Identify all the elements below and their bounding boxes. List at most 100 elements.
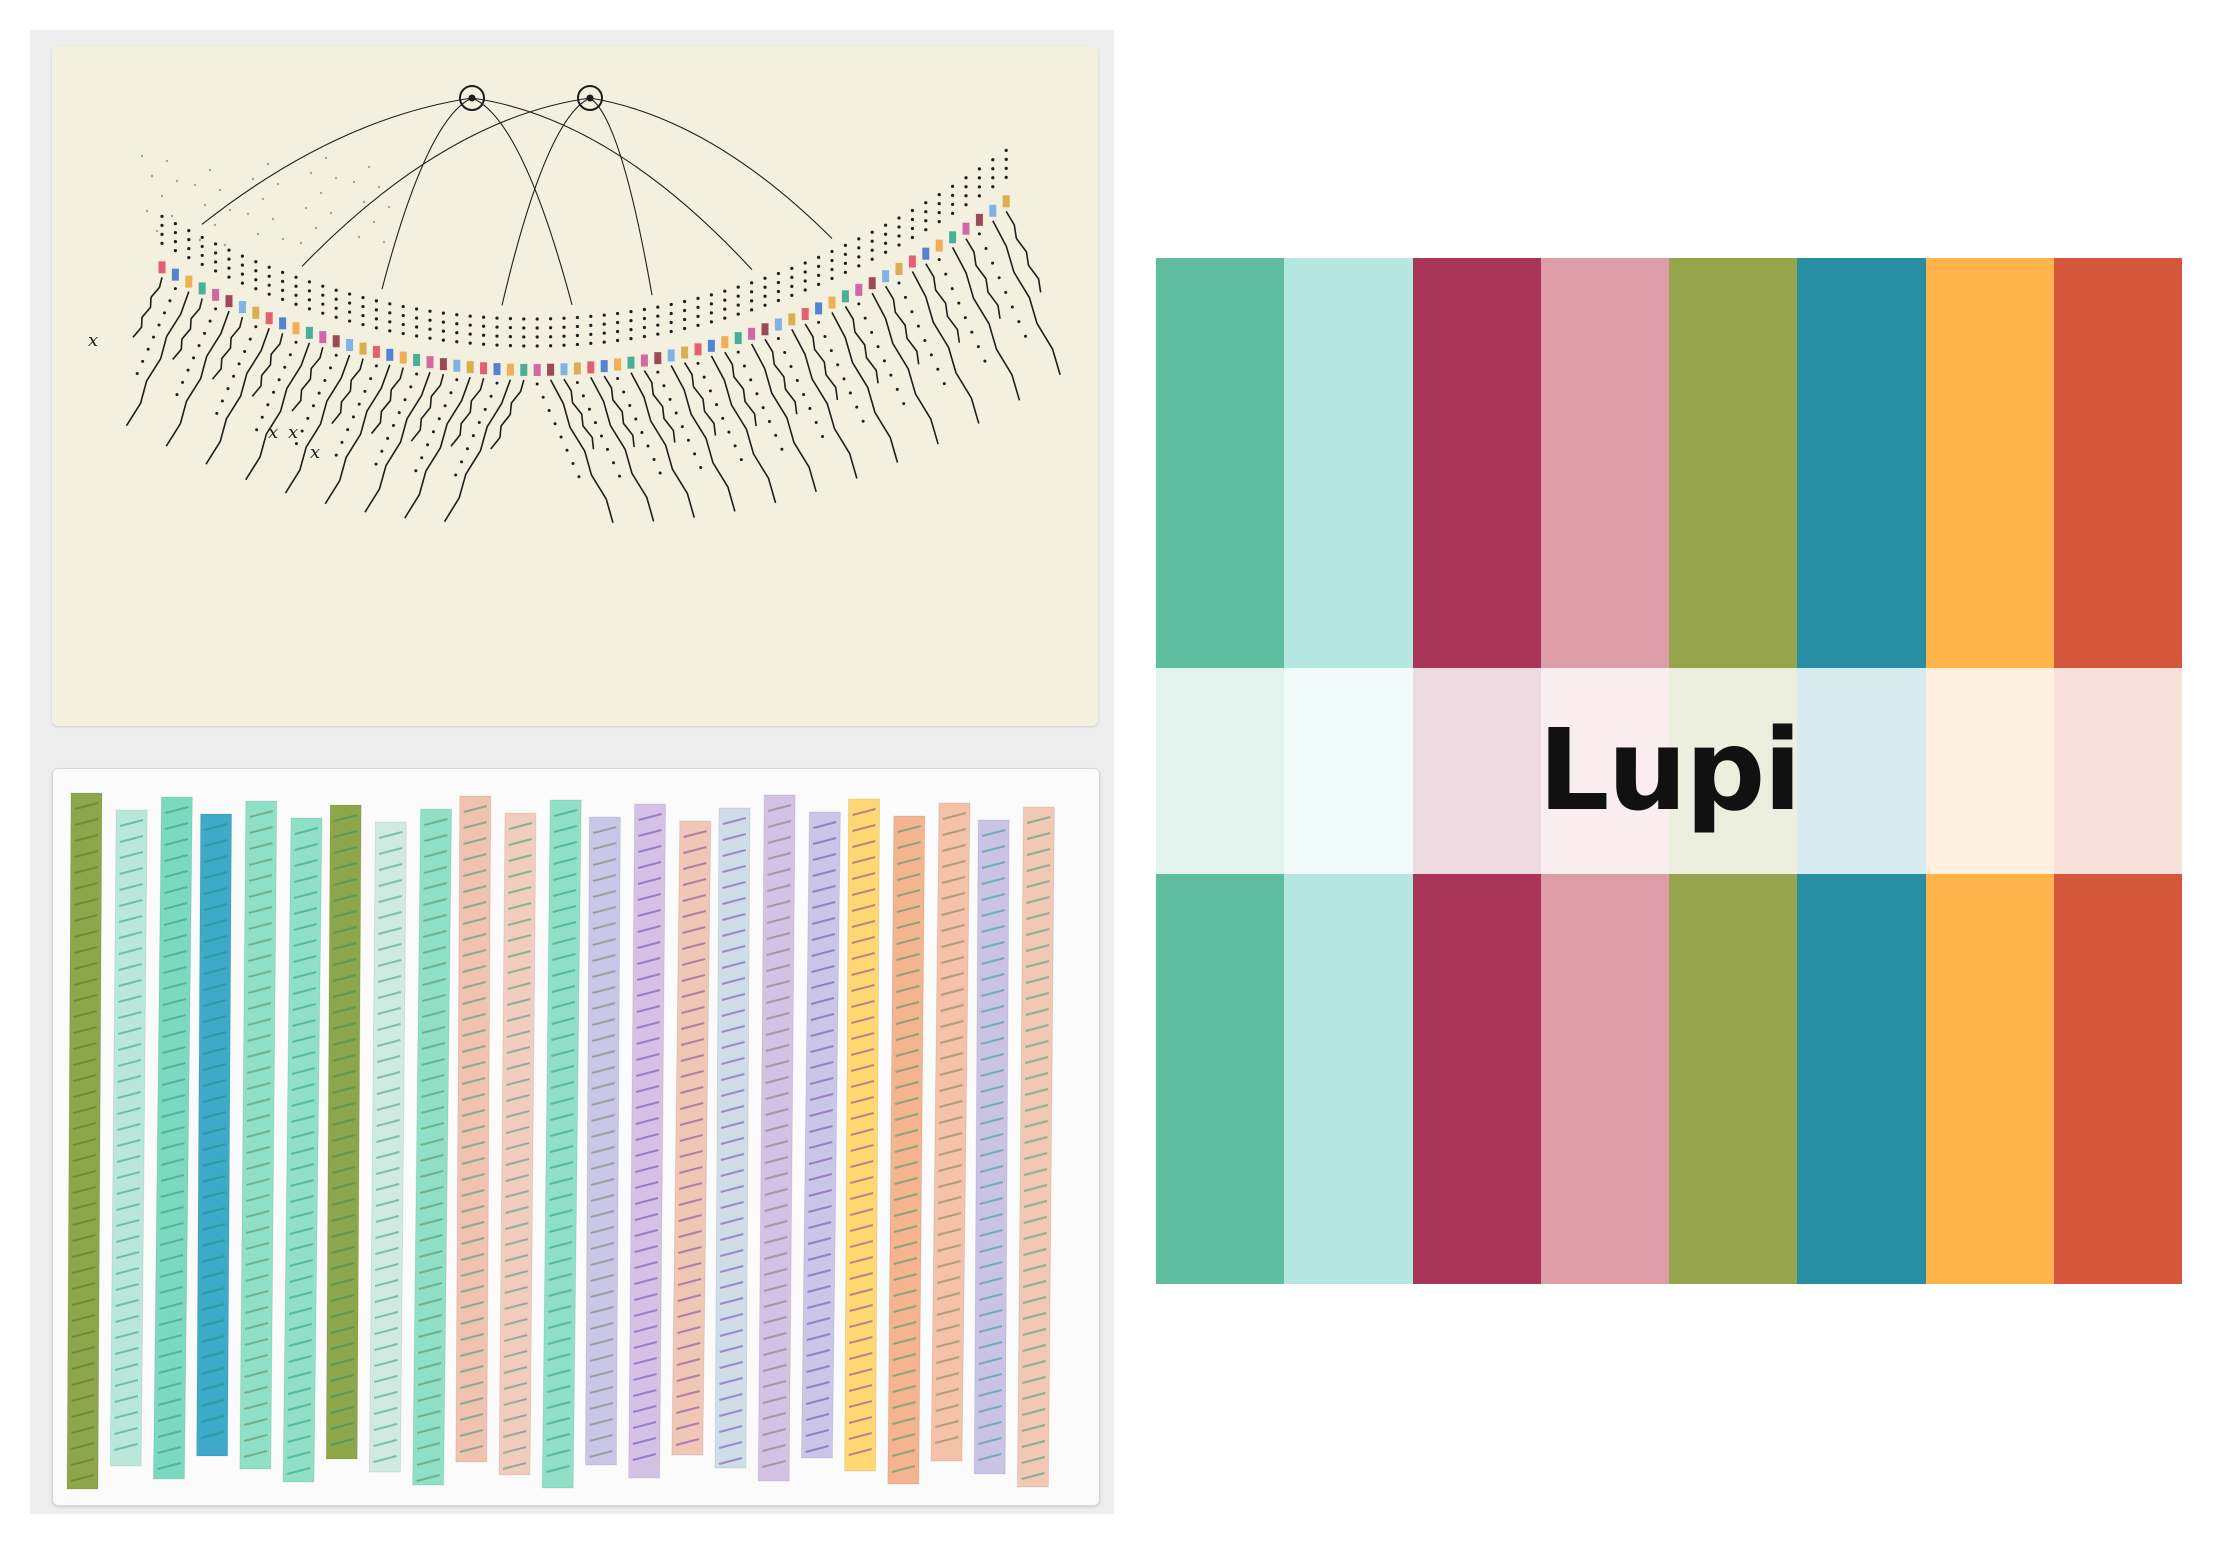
strip-hatch — [333, 830, 358, 838]
sketch-dot — [964, 194, 968, 198]
strip-hatch — [722, 817, 747, 825]
strip-hatch — [505, 1206, 529, 1214]
strip-hatch — [553, 857, 577, 865]
sketch-dot — [991, 261, 995, 265]
strip-hatch — [849, 1288, 873, 1296]
color-mark — [801, 308, 809, 321]
sketch-dot — [374, 308, 378, 312]
sketch-dot — [884, 241, 888, 245]
strip-hatch — [978, 1341, 1003, 1349]
strip-hatch — [118, 979, 142, 987]
strip-hatch — [942, 844, 966, 852]
strip-hatch — [936, 1276, 961, 1284]
strip-hatch — [373, 1455, 397, 1463]
sketch-dot — [629, 337, 633, 341]
sketch-dot — [227, 257, 231, 261]
sketch-dot — [415, 316, 419, 320]
color-mark — [533, 363, 541, 376]
sketch-dot — [173, 249, 177, 253]
sketch-dot — [181, 380, 185, 384]
sketch-dot — [790, 275, 794, 279]
strip-hatch — [115, 1315, 139, 1323]
strip-hatch — [550, 1081, 575, 1089]
sketch-dot — [254, 269, 258, 273]
strip-hatch — [849, 1240, 874, 1248]
strip-hatch — [243, 1450, 268, 1458]
strip-hatch — [71, 1314, 96, 1322]
strip-hatch — [421, 1010, 446, 1018]
sketch-dot — [214, 307, 218, 311]
sketch-wavy-line — [724, 351, 757, 427]
sketch-dot — [924, 210, 928, 214]
strip-hatch — [680, 1070, 704, 1078]
strip-hatch — [722, 929, 746, 937]
strip-hatch — [591, 1066, 616, 1074]
sketch-dot — [562, 334, 566, 338]
strip-hatch — [719, 1345, 743, 1353]
strip-hatch — [637, 861, 662, 869]
strip-hatch — [375, 1231, 399, 1239]
sketch-speckle — [165, 159, 169, 163]
strip-hatch — [636, 1037, 660, 1045]
sketch-dot — [535, 317, 539, 321]
sketch-dot — [776, 271, 781, 276]
sketch-dot — [334, 315, 338, 319]
strip-hatch — [679, 1166, 703, 1174]
color-mark — [212, 288, 220, 301]
sketch-dot — [401, 304, 405, 309]
strip-hatch — [981, 845, 1006, 853]
strip-hatch — [1023, 1184, 1048, 1192]
strip-hatch — [460, 1317, 484, 1325]
strip-hatch — [807, 1269, 831, 1277]
strip-hatch — [70, 1458, 95, 1466]
sketch-dot — [374, 326, 378, 330]
sketch-wavy-line — [205, 327, 270, 465]
sketch-dot — [428, 336, 432, 340]
sketch-dot — [374, 317, 378, 321]
strip-hatch — [591, 1098, 615, 1106]
paper-strip-fill — [757, 794, 796, 1482]
strip-hatch — [378, 863, 403, 871]
sketch-dot — [254, 287, 258, 291]
strip-hatch — [722, 881, 746, 889]
sketch-dot — [443, 404, 447, 408]
strip-hatch — [331, 1166, 356, 1174]
sketch-dot — [581, 394, 585, 398]
sketch-dot — [541, 395, 545, 399]
sketch-dot — [622, 390, 626, 394]
strip-hatch — [164, 886, 188, 894]
strip-hatch — [980, 1053, 1005, 1061]
strip-hatch — [1024, 1072, 1049, 1080]
poster-band — [1669, 668, 1798, 874]
strip-hatch — [552, 905, 577, 913]
strip-hatch — [1022, 1344, 1046, 1352]
strip-hatch — [851, 984, 875, 992]
strip-hatch — [636, 1053, 660, 1061]
sketch-dot — [455, 322, 459, 326]
strip-hatch — [851, 1016, 875, 1024]
strip-hatch — [290, 1179, 314, 1187]
strip-hatch — [507, 918, 532, 926]
strip-hatch — [331, 1230, 355, 1238]
strip-hatch — [721, 1073, 745, 1081]
strip-hatch — [1022, 1360, 1046, 1368]
strip-hatch — [1024, 1120, 1048, 1128]
strip-hatch — [891, 1465, 916, 1473]
strip-hatch — [763, 1332, 787, 1340]
strip-hatch — [118, 931, 143, 939]
strip-hatch — [892, 1417, 916, 1425]
color-mark — [171, 268, 179, 281]
strip-hatch — [766, 980, 790, 988]
sketch-dot — [477, 420, 481, 424]
sketch-dot — [602, 331, 606, 335]
strip-hatch — [592, 890, 617, 898]
strip-hatch — [767, 868, 791, 876]
sketch-dot — [334, 353, 338, 357]
strip-hatch — [508, 838, 533, 846]
color-mark — [305, 326, 313, 339]
sketch-dot — [192, 356, 196, 360]
sketch-speckle — [251, 177, 255, 181]
sketch-dot — [482, 315, 486, 319]
strip-hatch — [418, 1298, 443, 1306]
strip-hatch — [246, 1146, 270, 1154]
